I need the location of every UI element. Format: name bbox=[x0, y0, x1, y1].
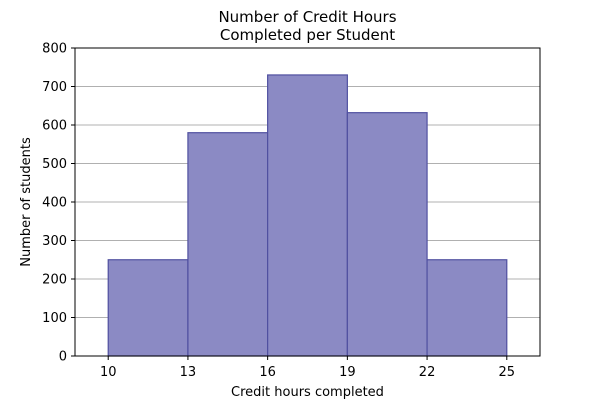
y-axis-label: Number of students bbox=[19, 137, 34, 267]
y-tick-label: 400 bbox=[42, 196, 67, 211]
histogram-bar bbox=[187, 132, 269, 357]
y-tick-label: 0 bbox=[59, 350, 67, 365]
y-tick-label: 200 bbox=[42, 273, 67, 288]
y-tick-label: 100 bbox=[42, 311, 67, 326]
x-tick-label: 10 bbox=[100, 365, 117, 380]
bars bbox=[107, 74, 508, 357]
y-tick-label: 300 bbox=[42, 234, 67, 249]
x-axis-label: Credit hours completed bbox=[231, 385, 384, 400]
x-tick-label: 22 bbox=[419, 365, 436, 380]
x-tick-label: 19 bbox=[339, 365, 356, 380]
histogram-bar bbox=[426, 259, 508, 357]
y-axis-ticks: 0 100 200 300 400 500 600 700 800 bbox=[42, 42, 75, 365]
y-tick-label: 800 bbox=[42, 42, 67, 57]
histogram-bar bbox=[267, 74, 348, 357]
histogram-bar bbox=[107, 259, 189, 357]
y-tick-label: 600 bbox=[42, 119, 67, 134]
y-tick-label: 700 bbox=[42, 80, 67, 95]
x-axis-ticks: 10 13 16 19 22 25 bbox=[100, 356, 515, 380]
x-tick-label: 25 bbox=[499, 365, 516, 380]
histogram-bar bbox=[346, 112, 428, 357]
chart-title-line-1: Number of Credit Hours bbox=[218, 8, 396, 26]
y-tick-label: 500 bbox=[42, 157, 67, 172]
x-tick-label: 13 bbox=[180, 365, 197, 380]
x-tick-label: 16 bbox=[259, 365, 276, 380]
chart-title-line-2: Completed per Student bbox=[220, 26, 395, 44]
